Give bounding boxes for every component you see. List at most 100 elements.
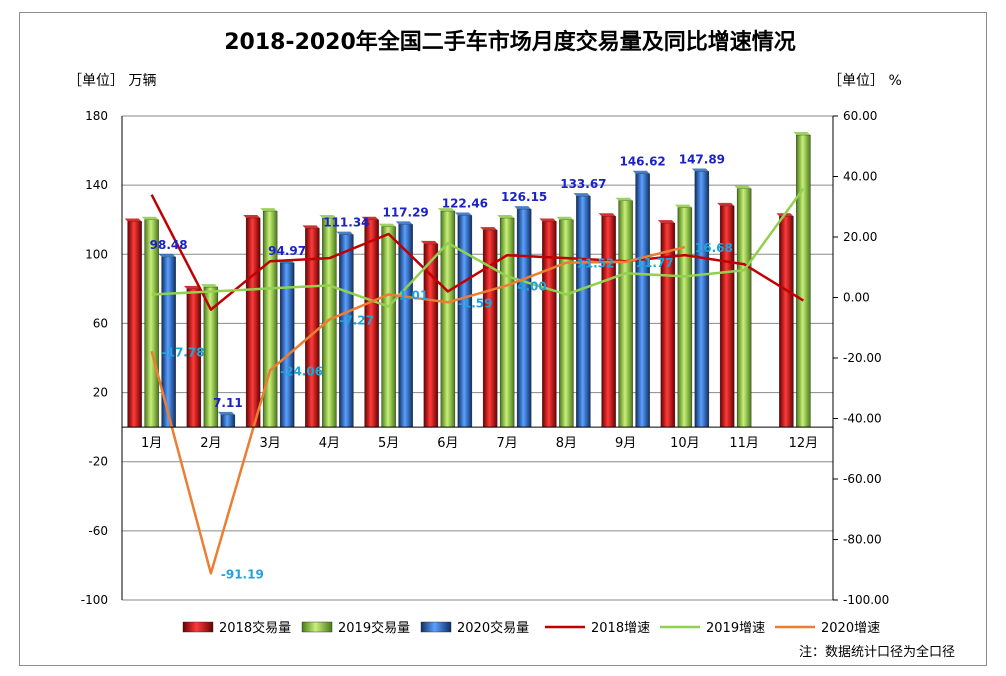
bar-2018交易量 [127, 221, 142, 428]
bar-2019交易量 [499, 217, 515, 428]
data-label-2020-growth: -17.78 [162, 345, 205, 359]
category-label: 2月 [200, 436, 221, 451]
right-tick-label: 0.00 [843, 291, 870, 305]
bar-cap [336, 231, 354, 235]
data-label-2020-growth: 16.68 [695, 241, 733, 255]
bar-cap [556, 216, 574, 220]
right-tick-label: 60.00 [843, 109, 877, 123]
category-label: 6月 [437, 436, 458, 451]
left-tick-label: 60 [93, 316, 108, 330]
bar-2020交易量 [576, 195, 591, 428]
bar-2019交易量 [796, 134, 811, 428]
bar-cap [395, 221, 413, 225]
data-label-2020-volume: 98.48 [150, 238, 188, 252]
legend-swatch [301, 621, 333, 633]
data-label-2020-volume: 111.34 [323, 216, 369, 230]
bar-2020交易量 [516, 208, 532, 428]
bar-cap [717, 202, 735, 206]
category-label: 8月 [556, 436, 577, 451]
right-tick-label: 40.00 [843, 170, 877, 184]
bar-2018交易量 [719, 205, 735, 428]
left-tick-label: -20 [88, 455, 108, 469]
category-label: 4月 [319, 436, 340, 451]
category-label: 7月 [496, 436, 517, 451]
bar-2020交易量 [635, 173, 650, 428]
bar-cap [674, 204, 692, 208]
bar-cap [260, 208, 278, 212]
data-label-2020-growth: 11.77 [636, 256, 674, 270]
bar-2020交易量 [161, 256, 176, 428]
bar-cap [200, 284, 218, 288]
bar-cap [420, 240, 438, 244]
right-tick-label: -100.00 [843, 593, 889, 607]
gridlines [122, 115, 833, 601]
bar-2018交易量 [601, 216, 616, 428]
bar-cap [378, 223, 396, 227]
category-label: 11月 [729, 436, 759, 451]
bar-cap [657, 220, 675, 224]
line-series [150, 187, 805, 575]
chart-title: 2018-2020年全国二手车市场月度交易量及同比增速情况 [224, 29, 796, 55]
data-label-2020-volume: 126.15 [501, 190, 547, 204]
bar-cap [632, 170, 650, 174]
legend-label: 2020交易量 [457, 620, 529, 636]
bar-cap [615, 197, 633, 201]
bar-2019交易量 [677, 207, 693, 428]
legend-label: 2019增速 [706, 621, 765, 636]
bar-2020交易量 [220, 414, 236, 428]
bar-cap [454, 212, 472, 216]
bar-cap [514, 206, 532, 210]
left-tick-label: 140 [85, 178, 108, 192]
data-label-2020-growth: -24.06 [280, 364, 323, 378]
bar-2020交易量 [339, 234, 354, 428]
line-2019增速 [151, 187, 805, 308]
legend: 2018交易量 2019交易量 2020交易量 2018增速 2019增速 2020增速 [182, 620, 880, 636]
bar-cap [497, 214, 515, 218]
bar-cap [573, 193, 591, 197]
data-label-2020-growth: 4.00 [517, 279, 547, 293]
legend-label: 2018增速 [591, 621, 650, 636]
legend-swatch [182, 621, 214, 633]
bar-2019交易量 [736, 188, 752, 428]
data-label-2020-growth: -91.19 [221, 567, 264, 581]
legend-label: 2018交易量 [219, 620, 291, 636]
chart-frame: 2018-2020年全国二手车市场月度交易量及同比增速情况 ［单位］ 万辆 ［单… [19, 12, 987, 666]
bar-cap [361, 216, 379, 220]
bar-2019交易量 [618, 200, 633, 428]
bar-cap [243, 214, 261, 218]
data-label-2020-volume: 146.62 [619, 155, 665, 169]
bar-2019交易量 [559, 219, 574, 428]
category-label: 5月 [378, 436, 399, 451]
right-tick-label: -40.00 [843, 412, 882, 426]
footnote: 注：数据统计口径为全口径 [799, 644, 955, 660]
bar-cap [598, 213, 616, 217]
bar-2018交易量 [779, 216, 794, 428]
bar-cap [691, 168, 709, 172]
bar-2020交易量 [694, 171, 710, 428]
category-label: 12月 [789, 436, 819, 451]
legend-label: 2019交易量 [338, 620, 410, 636]
right-tick-label: -60.00 [843, 472, 882, 486]
data-label-2020-volume: 122.46 [442, 196, 488, 210]
bar-series [124, 132, 811, 428]
category-label: 3月 [259, 436, 280, 451]
left-tick-label: -100 [81, 593, 108, 607]
bar-cap [302, 225, 320, 229]
data-label-2020-volume: 147.89 [679, 153, 725, 167]
data-label-2020-volume: 117.29 [382, 205, 428, 219]
data-label-2020-growth: -7.27 [339, 313, 374, 327]
bar-cap [480, 227, 498, 231]
line-2018增速 [150, 194, 805, 311]
bar-cap [141, 216, 159, 220]
bar-cap [319, 214, 337, 218]
bar-2018交易量 [482, 229, 498, 428]
bar-cap [183, 285, 201, 289]
bar-2020交易量 [457, 215, 473, 428]
right-tick-label: -20.00 [843, 351, 882, 365]
bar-cap [793, 132, 811, 136]
data-label-2020-growth: -1.59 [458, 296, 493, 310]
line-2020增速 [150, 245, 686, 575]
data-label-2020-volume: 7.11 [213, 396, 243, 410]
data-labels: 98.48 7.11 94.97 111.34 117.29 122.46 126.15 13… [150, 153, 733, 582]
right-axis-unit: ［单位］ % [828, 73, 902, 89]
